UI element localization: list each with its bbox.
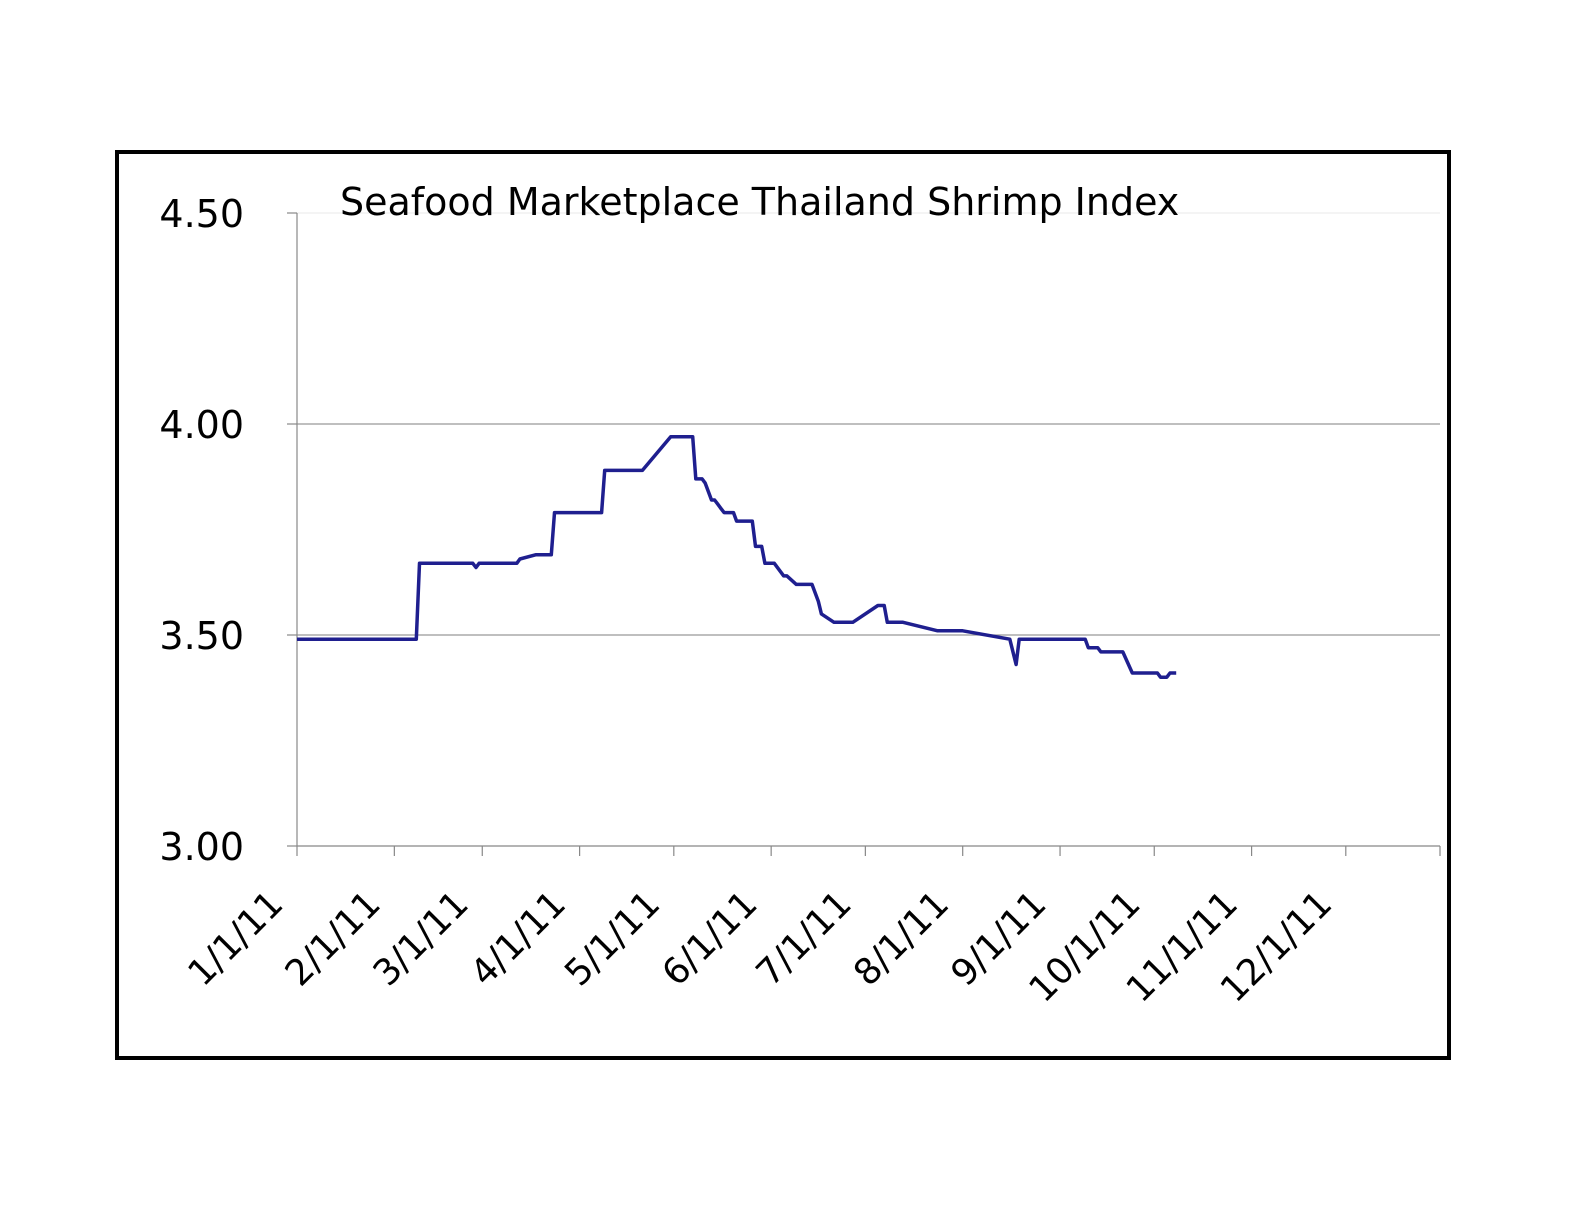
y-tick-labels: 3.00 3.50 4.00 4.50 (159, 192, 244, 869)
y-tick-label: 4.00 (159, 403, 244, 447)
x-tick-label: 5/1/11 (557, 883, 668, 994)
x-tick-label: 2/1/11 (278, 883, 389, 994)
chart-frame (115, 150, 1451, 1060)
y-tick-label: 4.50 (159, 192, 244, 236)
y-tick-label: 3.00 (159, 825, 244, 869)
y-tick-label: 3.50 (159, 614, 244, 658)
grid-lines (297, 212, 1440, 636)
x-tick-label: 3/1/11 (366, 883, 477, 994)
axes (287, 212, 1441, 856)
x-tick-label: 4/1/11 (463, 883, 574, 994)
x-tick-labels: 1/1/112/1/113/1/114/1/115/1/116/1/117/1/… (180, 883, 1340, 1010)
x-tick-label: 8/1/11 (846, 883, 957, 994)
x-tick-label: 1/1/11 (180, 883, 291, 994)
x-tick-label: 6/1/11 (655, 883, 766, 994)
x-tick-label: 7/1/11 (749, 883, 860, 994)
series-line (297, 434, 1177, 679)
chart-title: Seafood Marketplace Thailand Shrimp Inde… (340, 180, 1179, 224)
